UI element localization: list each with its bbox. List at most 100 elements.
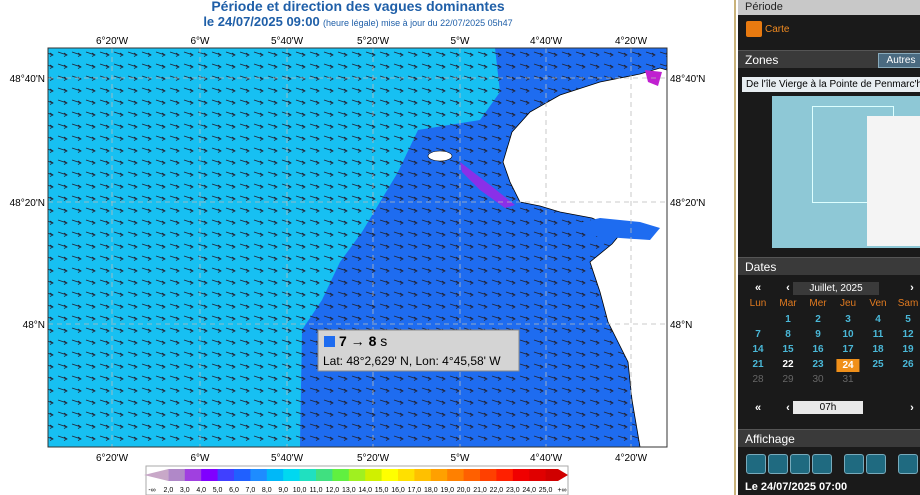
legend-label: 13,0 [342, 487, 356, 494]
calendar: «‹ Juillet, 2025 › Lun Mar Mer Jeu Ven Sam 1 2 3 4 5 7… [738, 280, 920, 420]
zone-thumbnail[interactable] [772, 96, 920, 248]
day[interactable]: 17 [842, 344, 854, 355]
other-zones-button[interactable]: Autres [878, 53, 920, 68]
day[interactable]: 28 [752, 374, 764, 385]
lat-label: 48°40'N [670, 74, 705, 85]
legend-label: 24,0 [522, 487, 536, 494]
legend: -∞ 2,0 3,0 4,0 5,0 6,0 7,0 8,0 9,0 10,0 11,0 12,0 13… [144, 465, 569, 495]
legend-swatch [381, 469, 399, 481]
legend-swatch [266, 469, 284, 481]
hour-first[interactable]: « [754, 402, 762, 414]
legend-swatch [316, 469, 333, 481]
day[interactable]: 15 [782, 344, 794, 355]
island [427, 150, 453, 162]
hour-next[interactable]: › [910, 402, 914, 414]
legend-swatch [480, 469, 497, 481]
tooltip-box [317, 329, 520, 372]
day[interactable]: 25 [872, 359, 884, 370]
legend-swatch [348, 469, 366, 481]
weekday: Sam [897, 298, 919, 309]
weekday: Mar [779, 298, 797, 309]
separator [734, 0, 736, 495]
day[interactable]: 10 [842, 329, 854, 340]
map-panel: Période et direction des vagues dominant… [10, 0, 736, 495]
legend-swatch [365, 469, 383, 481]
legend-swatch [250, 469, 268, 481]
nav-next[interactable]: › [910, 282, 914, 294]
lat-label: 48°20'N [10, 198, 45, 209]
day[interactable]: 2 [815, 314, 821, 325]
day[interactable]: 31 [842, 374, 854, 385]
legend-swatch [512, 469, 530, 481]
lon-label: 4°40'W [530, 453, 563, 464]
tooltip-swatch [324, 336, 335, 347]
day[interactable]: 24 [836, 359, 860, 372]
legend-swatch [398, 469, 415, 481]
legend-label: 22,0 [490, 487, 504, 494]
nav-first[interactable]: « [754, 282, 762, 294]
lon-label: 5°20'W [357, 453, 390, 464]
lon-label: 4°40'W [530, 36, 563, 47]
day[interactable]: 22 [782, 359, 794, 370]
lat-label: 48°40'N [10, 74, 45, 85]
day[interactable]: 4 [875, 314, 881, 325]
tooltip-value: 7 → 8 s [339, 333, 387, 349]
tool-button[interactable] [866, 454, 886, 474]
legend-label: 17,0 [408, 487, 422, 494]
day[interactable]: 1 [785, 314, 791, 325]
tool-button[interactable] [768, 454, 788, 474]
legend-label: 14,0 [358, 487, 372, 494]
tooltip: 7 → 8 s Lat: 48°2,629' N, Lon: 4°45,58' … [317, 329, 520, 372]
title: Période et direction des vagues dominant… [211, 0, 505, 14]
legend-label: 21,0 [473, 487, 487, 494]
nav-prev[interactable]: ‹ [786, 282, 790, 294]
legend-label: 4,0 [196, 487, 206, 494]
day[interactable]: 5 [905, 314, 911, 325]
tool-button[interactable] [812, 454, 832, 474]
tool-button[interactable] [746, 454, 766, 474]
zone-select[interactable]: De l'île Vierge à la Pointe de Penmarc'h [742, 77, 920, 92]
tool-button[interactable] [790, 454, 810, 474]
day[interactable]: 16 [812, 344, 824, 355]
lat-label: 48°N [23, 320, 45, 331]
legend-swatch [168, 469, 186, 481]
weekday: Mer [809, 298, 827, 309]
legend-label: 23,0 [506, 487, 520, 494]
tool-button[interactable] [844, 454, 864, 474]
tool-button[interactable] [898, 454, 918, 474]
day[interactable]: 14 [752, 344, 764, 355]
day[interactable]: 11 [872, 329, 884, 340]
day[interactable]: 29 [782, 374, 794, 385]
weekday: Jeu [839, 298, 857, 309]
weekday: Ven [869, 298, 887, 309]
hour-prev[interactable]: ‹ [786, 402, 790, 414]
display-status: Le 24/07/2025 07:00 [745, 481, 848, 493]
day[interactable]: 18 [872, 344, 884, 355]
day[interactable]: 3 [845, 314, 851, 325]
month[interactable]: Juillet, 2025 [793, 282, 879, 295]
lon-label: 6°20'W [96, 36, 129, 47]
day[interactable]: 8 [785, 329, 791, 340]
map-button[interactable]: Carte [765, 24, 790, 35]
map-icon[interactable] [746, 21, 762, 37]
weekday: Lun [749, 298, 767, 309]
day[interactable]: 7 [755, 329, 761, 340]
day[interactable]: 23 [812, 359, 824, 370]
lon-label: 4°20'W [615, 36, 648, 47]
coastal-zone [460, 162, 515, 208]
day[interactable]: 12 [902, 329, 914, 340]
day[interactable]: 19 [902, 344, 914, 355]
graticule [48, 48, 667, 447]
hour-select[interactable]: 07h [793, 401, 863, 414]
day[interactable]: 30 [812, 374, 824, 385]
day[interactable]: 26 [902, 359, 914, 370]
thumbnail-land [867, 116, 920, 246]
legend-label: 16,0 [391, 487, 405, 494]
zones-header: Zones [738, 50, 920, 68]
day[interactable]: 21 [752, 359, 764, 370]
legend-label: 7,0 [246, 487, 256, 494]
period-header: Période [738, 0, 920, 15]
day[interactable]: 9 [815, 329, 821, 340]
legend-swatch [299, 469, 317, 481]
legend-label: 8,0 [262, 487, 272, 494]
